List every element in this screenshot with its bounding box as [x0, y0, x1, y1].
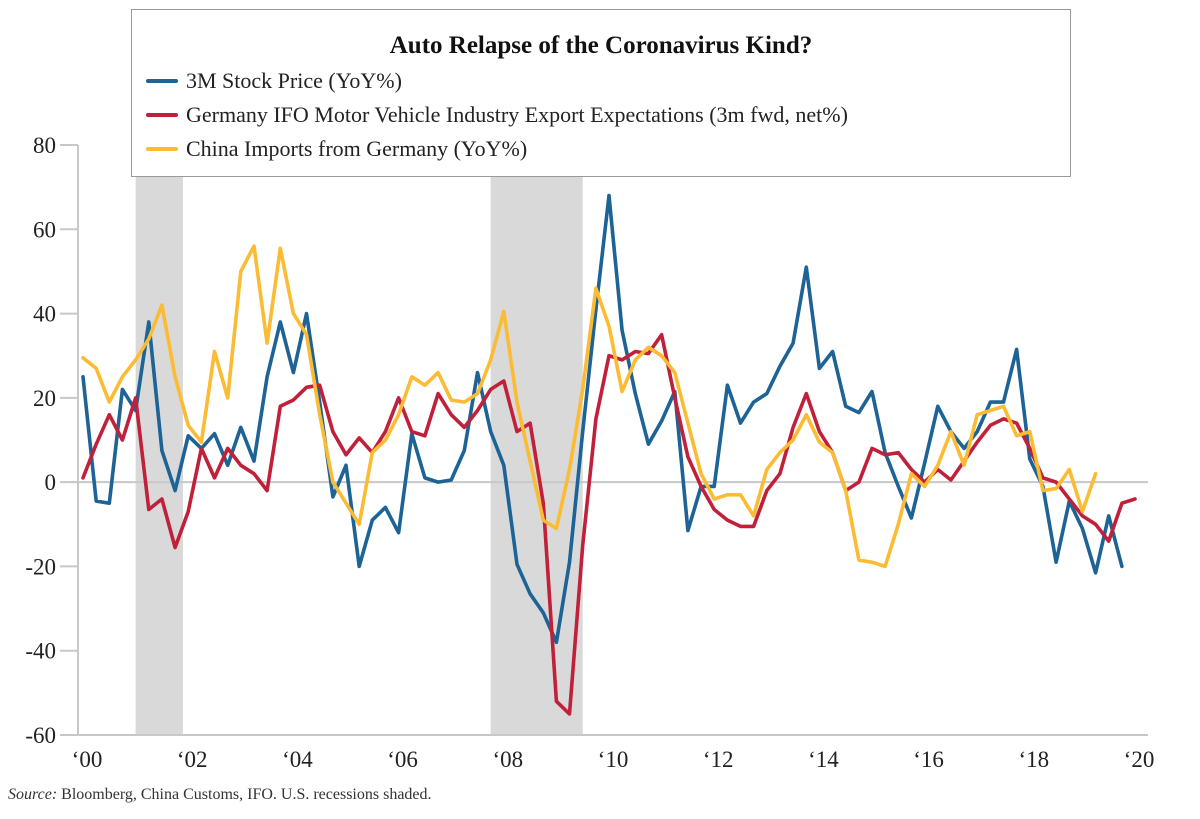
- source-prefix: Source:: [8, 786, 58, 803]
- xtick-label: ‘20: [1124, 747, 1155, 772]
- ytick-label: -20: [25, 554, 56, 579]
- legend-item-china: China Imports from Germany (YoY%): [146, 136, 527, 162]
- series-line-1: [81, 332, 1137, 716]
- series-line-2: [81, 244, 1098, 569]
- x-axis-ticks: ‘00 ‘02 ‘04 ‘06 ‘08 ‘10 ‘12 ‘14 ‘16 ‘18 ‘20: [72, 747, 1155, 772]
- series-layer: [81, 193, 1137, 716]
- legend-label-3m: 3M Stock Price (YoY%): [186, 68, 402, 93]
- xtick-label: ‘14: [808, 747, 839, 772]
- ytick-label: -40: [25, 639, 56, 664]
- legend: Auto Relapse of the Coronavirus Kind? 3M…: [131, 9, 1071, 177]
- xtick-label: ‘10: [598, 747, 629, 772]
- xtick-label: ‘00: [72, 747, 103, 772]
- xtick-label: ‘06: [387, 747, 418, 772]
- series-line-0: [81, 193, 1124, 645]
- ytick-label: 40: [33, 302, 56, 327]
- ytick-label: 60: [33, 217, 56, 242]
- ytick-label: 0: [45, 470, 57, 495]
- recession-band-1: [490, 145, 583, 735]
- source-note: Source: Bloomberg, China Customs, IFO. U…: [8, 786, 432, 804]
- legend-swatch-china: [146, 147, 178, 151]
- legend-swatch-3m: [146, 79, 178, 83]
- xtick-label: ‘12: [703, 747, 734, 772]
- ytick-label: 80: [33, 133, 56, 158]
- legend-label-ifo: Germany IFO Motor Vehicle Industry Expor…: [186, 102, 848, 127]
- legend-label-china: China Imports from Germany (YoY%): [186, 136, 528, 161]
- source-text: Bloomberg, China Customs, IFO. U.S. rece…: [57, 786, 432, 803]
- y-axis-ticks: 80 60 40 20 0 -20 -40 -60: [25, 133, 78, 748]
- xtick-label: ‘04: [282, 747, 313, 772]
- ytick-label: -60: [25, 723, 56, 748]
- ytick-label: 20: [33, 386, 56, 411]
- xtick-label: ‘02: [177, 747, 208, 772]
- xtick-label: ‘16: [913, 747, 944, 772]
- chart-title: Auto Relapse of the Coronavirus Kind?: [389, 32, 813, 59]
- legend-item-3m: 3M Stock Price (YoY%): [146, 68, 402, 94]
- recession-shading-layer: [135, 145, 583, 735]
- legend-swatch-ifo: [146, 113, 178, 117]
- legend-item-ifo: Germany IFO Motor Vehicle Industry Expor…: [146, 102, 848, 128]
- xtick-label: ‘18: [1018, 747, 1049, 772]
- xtick-label: ‘08: [492, 747, 523, 772]
